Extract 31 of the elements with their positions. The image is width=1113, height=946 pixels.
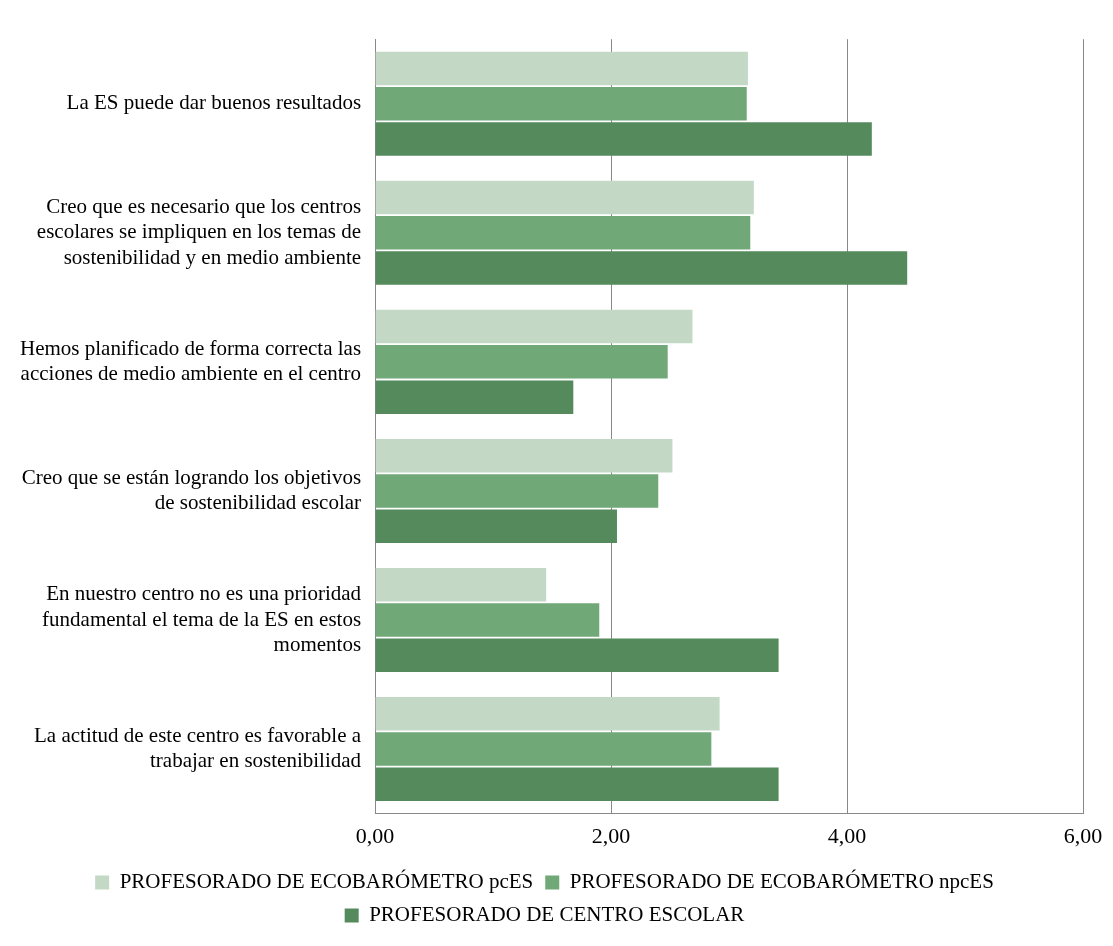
bar xyxy=(375,603,600,637)
y-tick-label: En nuestro centro no es una prioridad fundamental el tema de la ES en estos momentos xyxy=(42,581,362,656)
x-tick-label: 0,00 xyxy=(355,822,395,848)
x-tick-label: 4,00 xyxy=(827,822,867,848)
bar xyxy=(375,638,779,673)
y-tick-label: Hemos planificado de forma correcta las acciones de medio ambiente en el centro xyxy=(19,335,362,385)
bar xyxy=(375,697,720,731)
bar xyxy=(375,309,693,344)
bar xyxy=(375,767,779,802)
legend-label: PROFESORADO DE ECOBARÓMETRO npcES xyxy=(569,869,994,894)
bar xyxy=(375,180,754,215)
bar xyxy=(375,251,908,285)
x-tick-label: 2,00 xyxy=(591,822,631,848)
bar xyxy=(375,51,748,86)
bar xyxy=(375,732,712,766)
y-tick-label: La ES puede dar buenos resultados xyxy=(66,90,362,115)
bar xyxy=(375,509,617,543)
bar xyxy=(375,438,673,473)
legend-label: PROFESORADO DE ECOBARÓMETRO pcES xyxy=(119,869,534,894)
bar xyxy=(375,345,668,379)
legend-label: PROFESORADO DE CENTRO ESCOLAR xyxy=(369,902,745,927)
bar xyxy=(375,474,659,508)
bar xyxy=(375,380,574,414)
bar xyxy=(375,122,872,156)
bar xyxy=(375,86,747,121)
y-tick-label: Creo que es necesario que los centros escolares se impliquen en los temas de sostenibilidad y en medio ambiente xyxy=(36,194,362,269)
y-tick-label: Creo que se están logrando los objetivos de sostenibilidad escolar xyxy=(21,464,362,515)
bar xyxy=(375,216,751,250)
y-tick-label: La actitud de este centro es favorable a trabajar en sostenibilidad xyxy=(34,722,362,773)
bar xyxy=(375,567,547,602)
x-tick-label: 6,00 xyxy=(1063,822,1103,848)
